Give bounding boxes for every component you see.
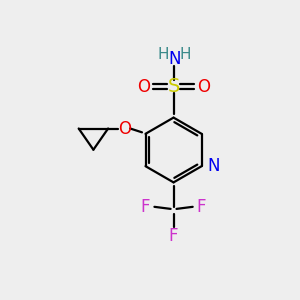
Text: O: O bbox=[118, 119, 131, 137]
Text: H: H bbox=[180, 47, 191, 62]
Text: N: N bbox=[207, 157, 219, 175]
Text: H: H bbox=[158, 47, 169, 62]
Text: N: N bbox=[168, 50, 181, 68]
Text: F: F bbox=[141, 198, 150, 216]
Text: F: F bbox=[169, 227, 178, 245]
Text: O: O bbox=[197, 78, 210, 96]
Text: F: F bbox=[197, 198, 206, 216]
Text: S: S bbox=[167, 77, 180, 96]
Text: O: O bbox=[137, 78, 150, 96]
